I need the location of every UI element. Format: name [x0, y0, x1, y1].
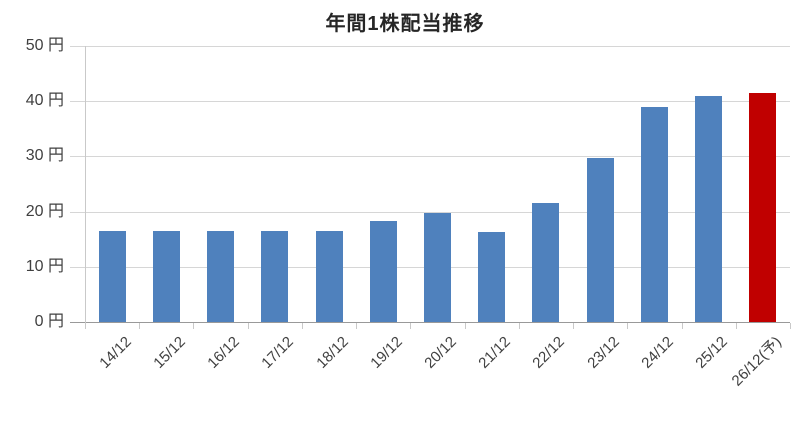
gridline	[70, 156, 790, 157]
x-axis-label: 17/12	[258, 333, 298, 372]
y-axis-label: 0 円	[34, 313, 64, 330]
x-tick	[736, 323, 737, 329]
x-axis-label: 16/12	[204, 333, 243, 372]
x-axis-label: 20/12	[421, 333, 460, 372]
x-axis-label: 22/12	[529, 333, 569, 372]
y-axis-label: 50 円	[25, 37, 64, 54]
x-tick	[465, 323, 466, 329]
x-axis-label: 25/12	[692, 333, 731, 372]
y-axis-line	[85, 46, 86, 329]
x-axis-label: 18/12	[312, 333, 352, 372]
gridline	[70, 101, 790, 102]
gridline	[70, 212, 790, 213]
x-tick	[193, 323, 194, 329]
bar	[424, 213, 451, 322]
bar	[370, 221, 397, 322]
y-axis-label: 40 円	[25, 92, 64, 109]
x-tick	[682, 323, 683, 329]
x-axis-label: 24/12	[638, 333, 677, 372]
bar	[587, 157, 614, 322]
x-axis-label: 15/12	[150, 333, 189, 372]
x-tick	[627, 323, 628, 329]
x-axis-label: 14/12	[95, 333, 135, 372]
bar	[478, 232, 505, 322]
x-axis-label: 26/12(予)	[728, 333, 786, 390]
chart-title: 年間1株配当推移	[325, 13, 485, 35]
x-tick	[410, 323, 411, 329]
x-tick	[248, 323, 249, 329]
bar	[532, 203, 559, 322]
bar	[695, 95, 722, 322]
x-axis-label: 23/12	[583, 333, 623, 372]
x-tick	[790, 323, 791, 329]
x-tick	[302, 323, 303, 329]
x-axis-label: 19/12	[367, 333, 406, 372]
x-tick	[519, 323, 520, 329]
forecast-bar	[749, 92, 776, 322]
x-tick	[573, 323, 574, 329]
x-tick	[139, 323, 140, 329]
gridline	[70, 46, 790, 47]
x-axis-label: 21/12	[475, 333, 515, 372]
bar	[641, 106, 668, 322]
bar	[261, 230, 288, 322]
bar	[207, 230, 234, 322]
bar	[99, 230, 126, 322]
x-axis-line	[70, 322, 790, 323]
y-axis-label: 10 円	[25, 258, 64, 275]
bar	[153, 230, 180, 322]
x-tick	[85, 323, 86, 329]
y-axis-label: 20 円	[25, 203, 64, 220]
y-axis-label: 30 円	[25, 147, 64, 164]
bar	[316, 230, 343, 322]
x-tick	[356, 323, 357, 329]
